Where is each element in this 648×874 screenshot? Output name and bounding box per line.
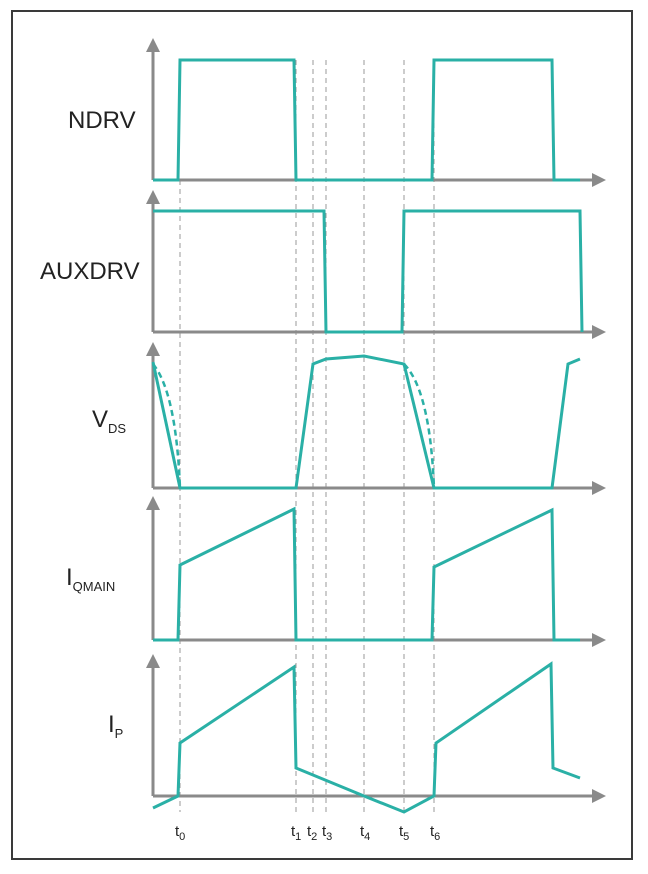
waveforms (151, 58, 584, 814)
iqmain-label: IQMAIN (66, 564, 115, 594)
time-label-t2: t2 (307, 823, 317, 843)
auxdrv-x-arrow (592, 325, 606, 339)
auxdrv-y-arrow (146, 190, 160, 204)
time-label-t0: t0 (175, 823, 185, 843)
vds-y-arrow (146, 342, 160, 356)
diagram-frame (11, 10, 633, 860)
iqmain-y-arrow (146, 496, 160, 510)
ip-waveform (152, 661, 581, 814)
auxdrv-waveform (153, 209, 584, 334)
vds-label: VDS (92, 406, 126, 436)
ip-label: IP (108, 711, 123, 741)
vds-x-arrow (592, 481, 606, 495)
ndrv-x-arrow (592, 173, 606, 187)
time-labels: t0 t1 t2 t3 t4 t5 t6 (175, 823, 440, 843)
time-label-t6: t6 (430, 823, 440, 843)
time-label-t5: t5 (399, 823, 409, 843)
vds-waveform (151, 354, 581, 490)
time-guides (179, 60, 435, 812)
auxdrv-label: AUXDRV (40, 258, 140, 285)
ip-x-arrow (592, 789, 606, 803)
time-label-t1: t1 (291, 823, 301, 843)
iqmain-waveform (153, 506, 580, 642)
time-label-t3: t3 (322, 823, 332, 843)
time-label-t4: t4 (360, 823, 370, 843)
iqmain-x-arrow (592, 633, 606, 647)
ndrv-y-arrow (146, 38, 160, 52)
ndrv-waveform (153, 58, 580, 182)
ndrv-label: NDRV (68, 107, 136, 134)
signal-labels: NDRV AUXDRV VDS IQMAIN IP (40, 107, 140, 741)
axes (146, 38, 606, 803)
ip-y-arrow (146, 654, 160, 668)
